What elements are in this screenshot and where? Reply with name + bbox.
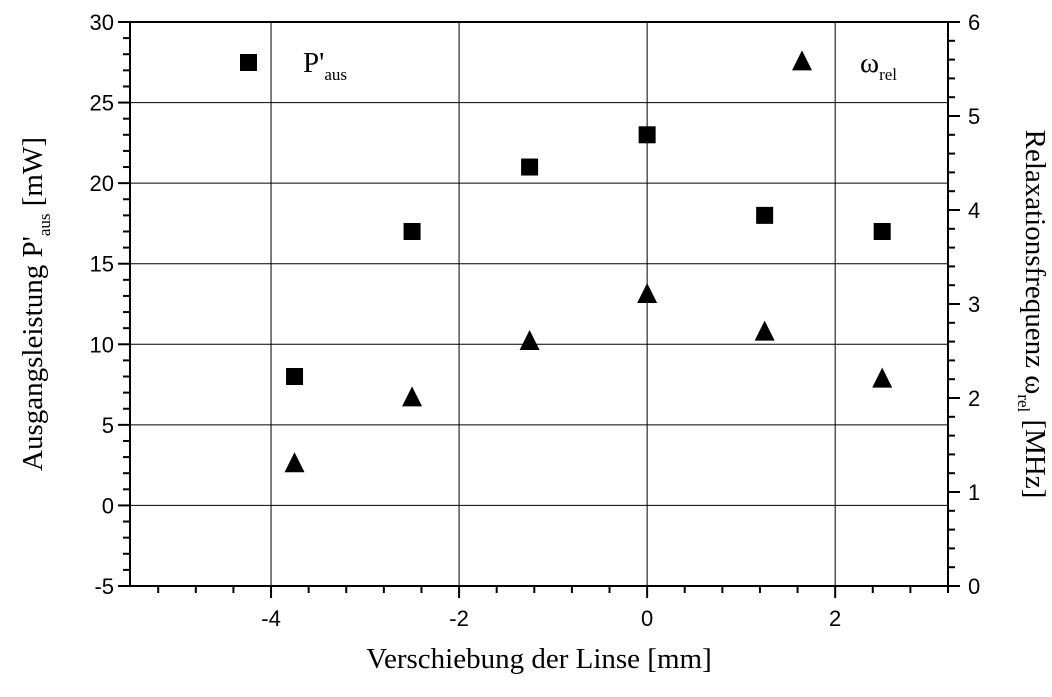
data-point-omega-rel [284, 452, 305, 473]
y-left-tick-label: 25 [90, 91, 114, 116]
y-axis-left-title: Ausgangsleistung P'aus [mW] [17, 137, 54, 471]
data-point-p-aus [521, 158, 539, 176]
data-point-omega-rel [402, 386, 423, 407]
y-right-tick-label: 5 [968, 104, 980, 129]
y-right-tick-label: 1 [968, 480, 980, 505]
x-tick-label: 2 [829, 606, 841, 631]
data-point-omega-rel [519, 330, 540, 350]
legend-entry-p-aus: P'aus [303, 47, 347, 84]
data-point-p-aus [756, 206, 774, 224]
y-right-tick-label: 0 [968, 574, 980, 599]
x-axis-title: Verschiebung der Linse [mm] [366, 643, 711, 675]
y-left-tick-label: 10 [90, 332, 114, 357]
y-right-tick-label: 2 [968, 386, 980, 411]
y-right-tick-label: 4 [968, 198, 980, 223]
y-left-tick-label: 30 [90, 10, 114, 35]
legend: P'aus ωrel [240, 47, 897, 84]
legend-marker-square [240, 54, 257, 71]
y-right-tick-label: 3 [968, 292, 980, 317]
y-right-tick-label: 6 [968, 10, 980, 35]
tick-labels: -4 -2 0 2 -5 0 5 10 15 20 25 30 0 1 2 3 4 5 6 [90, 10, 981, 631]
plot-frame [129, 21, 949, 587]
y-left-tick-label: 0 [102, 493, 114, 518]
legend-marker-triangle [792, 50, 812, 71]
x-tick-label: -4 [261, 606, 281, 631]
y-axis-right-title: Relaxationsfrequenz ωrel [MHz] [1014, 130, 1051, 499]
data-point-p-aus [638, 126, 656, 144]
axis-ticks [118, 21, 960, 598]
data-marks [284, 126, 893, 473]
legend-entry-omega-rel: ωrel [860, 47, 897, 84]
data-point-omega-rel [637, 283, 658, 303]
data-point-p-aus [286, 368, 304, 386]
x-tick-label: -2 [449, 606, 469, 631]
y-left-tick-label: 5 [102, 413, 114, 438]
data-point-p-aus [873, 222, 891, 240]
y-left-tick-label: 20 [90, 171, 114, 196]
data-point-p-aus [403, 222, 421, 240]
y-left-tick-label: 15 [90, 252, 114, 277]
y-left-tick-label: -5 [94, 574, 114, 599]
x-tick-label: 0 [641, 606, 653, 631]
grid-lines [130, 22, 948, 586]
data-point-omega-rel [754, 320, 775, 341]
data-point-omega-rel [872, 367, 893, 388]
